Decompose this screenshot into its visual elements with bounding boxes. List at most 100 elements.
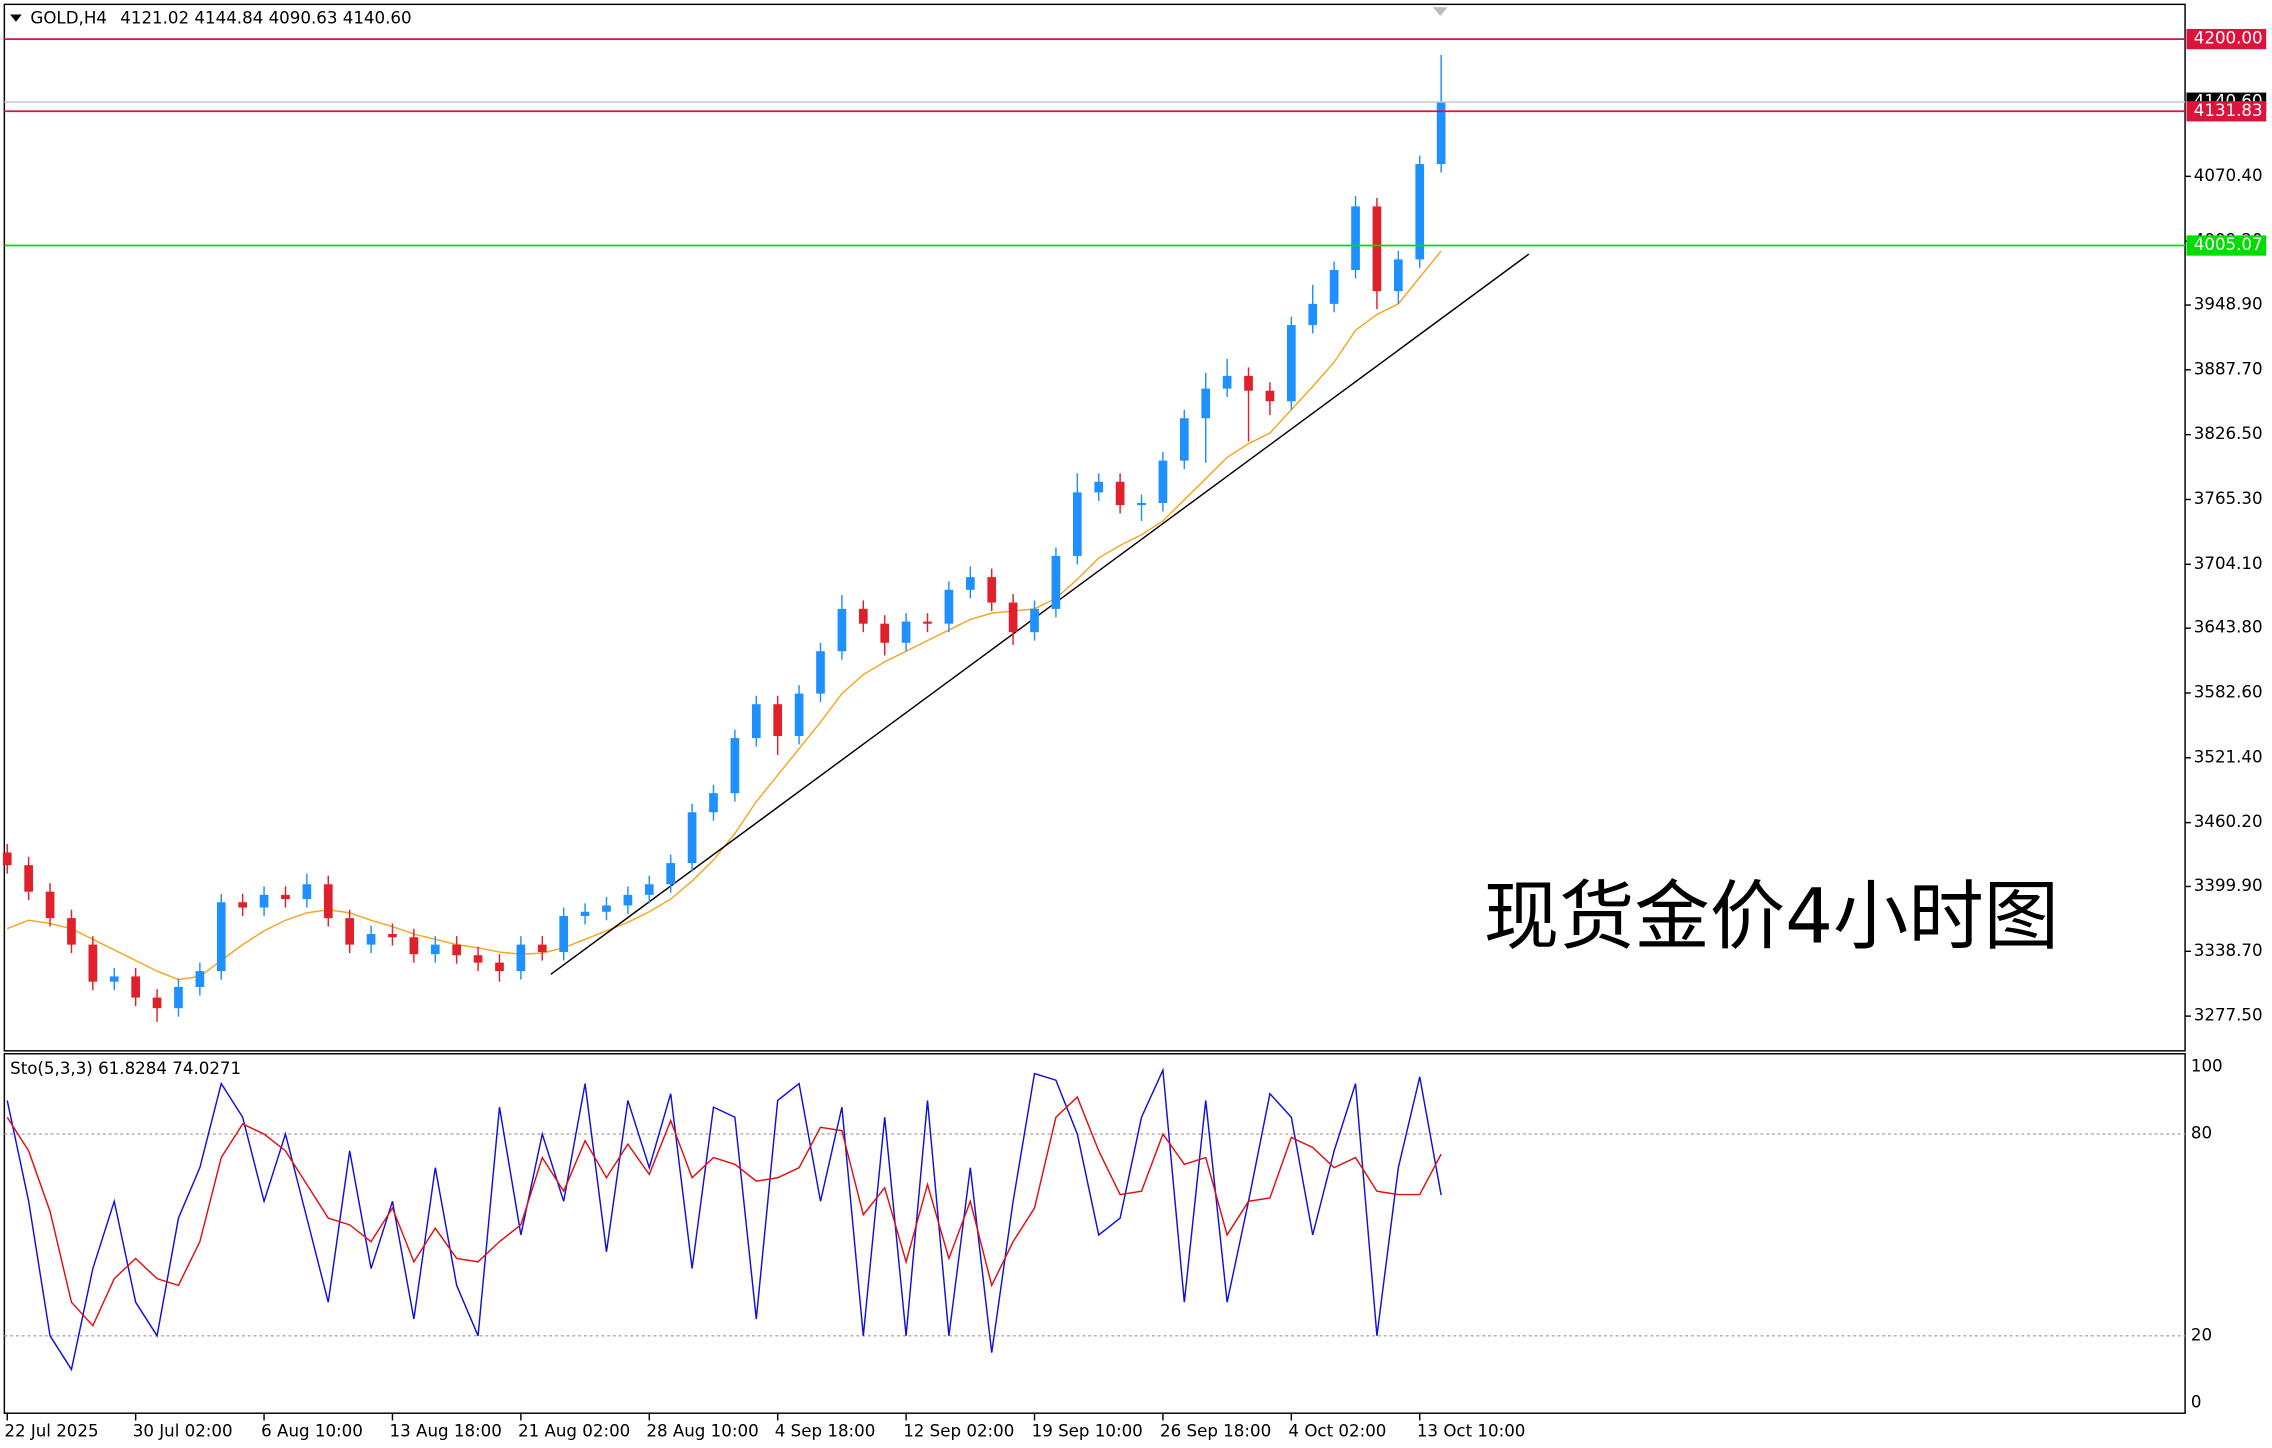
- level-label: 4200.00: [2194, 29, 2263, 48]
- x-tick-label: 13 Oct 10:00: [1417, 1422, 1526, 1441]
- x-tick-label: 30 Jul 02:00: [133, 1422, 233, 1441]
- candle-body: [580, 911, 590, 917]
- y-tick-label: 3521.40: [2194, 747, 2263, 766]
- candle-body: [281, 894, 290, 900]
- level-box: [2186, 101, 2267, 122]
- x-tick-label: 26 Sep 18:00: [1160, 1422, 1271, 1441]
- candle-body: [473, 955, 483, 963]
- candle-body: [1137, 502, 1146, 506]
- candle-body: [1179, 418, 1189, 461]
- candle-body: [45, 891, 55, 919]
- candle-body: [174, 986, 183, 1009]
- candle-body: [1372, 206, 1382, 292]
- y-tick-label: 3338.70: [2194, 941, 2263, 960]
- candle-body: [602, 905, 611, 912]
- level-label: 4131.83: [2194, 101, 2263, 120]
- level-box: [2186, 235, 2267, 256]
- candle-body: [644, 884, 654, 895]
- x-tick-label: 4 Oct 02:00: [1288, 1422, 1386, 1441]
- candle-body: [302, 884, 312, 900]
- candle-body: [1308, 303, 1318, 326]
- candle-body: [880, 623, 890, 643]
- candle-body: [516, 944, 526, 972]
- candle-body: [837, 608, 847, 652]
- candle-body: [709, 793, 718, 813]
- candle-body: [323, 884, 333, 919]
- candle-body: [687, 812, 697, 864]
- candle-body: [1008, 602, 1018, 633]
- candle-body: [730, 738, 740, 794]
- x-tick-label: 19 Sep 10:00: [1032, 1422, 1143, 1441]
- candle-body: [67, 918, 76, 945]
- candle-body: [623, 894, 633, 906]
- candle-body: [1286, 325, 1296, 402]
- candle-body: [666, 863, 676, 885]
- candle-body: [238, 902, 248, 908]
- candle-body: [1115, 481, 1125, 506]
- candle-body: [751, 704, 761, 739]
- stoch-line: [6, 1095, 1442, 1328]
- candle-body: [816, 651, 825, 694]
- candle-body: [965, 577, 975, 590]
- y-tick-label: 3948.90: [2194, 295, 2263, 314]
- candle-body: [152, 997, 162, 1009]
- candle-body: [409, 937, 419, 955]
- candle-body: [1329, 269, 1339, 304]
- candle-body: [131, 976, 141, 998]
- x-tick-label: 13 Aug 18:00: [390, 1422, 502, 1441]
- indicator-label: Sto(5,3,3) 61.8284 74.0271: [10, 1059, 241, 1078]
- candle-body: [923, 621, 932, 624]
- x-tick-label: 12 Sep 02:00: [903, 1422, 1014, 1441]
- y-tick-label: 3460.20: [2194, 812, 2263, 831]
- candle-body: [1393, 259, 1403, 292]
- x-tick-label: 28 Aug 10:00: [646, 1422, 758, 1441]
- candle-body: [987, 577, 997, 603]
- candle-body: [1244, 375, 1253, 391]
- candle-body: [1158, 460, 1168, 503]
- candle-body: [495, 962, 504, 972]
- y-tick-label: 3277.50: [2194, 1006, 2263, 1025]
- candle-body: [24, 865, 33, 892]
- candle-body: [2, 852, 12, 866]
- y-tick-label: 3399.90: [2194, 876, 2263, 895]
- x-tick-label: 4 Sep 18:00: [775, 1422, 876, 1441]
- candle-body: [430, 944, 440, 955]
- main-frame: [3, 3, 2186, 1052]
- indicator-frame: [3, 1053, 2186, 1414]
- candle-body: [1072, 492, 1082, 556]
- candle-body: [773, 704, 783, 736]
- candle-body: [366, 934, 376, 945]
- symbol: GOLD,H4: [30, 8, 107, 27]
- candle-body: [1094, 481, 1104, 493]
- indicator-tick-label: 100: [2191, 1056, 2223, 1075]
- candle-body: [1265, 390, 1275, 402]
- y-tick-label: 3887.70: [2194, 359, 2263, 378]
- candle-body: [452, 944, 462, 956]
- candle-body: [537, 944, 547, 953]
- candle-body: [794, 693, 804, 736]
- candle-body: [559, 916, 569, 953]
- candle-body: [388, 934, 397, 938]
- stoch-line: [6, 1067, 1442, 1372]
- menu-arrow: [10, 14, 22, 22]
- candle-body: [944, 589, 954, 624]
- y-tick-label: 3826.50: [2194, 424, 2263, 443]
- candle-body: [345, 918, 355, 945]
- candle-body: [109, 976, 119, 982]
- x-tick-label: 6 Aug 10:00: [261, 1422, 363, 1441]
- y-tick-label: 4070.40: [2194, 166, 2263, 185]
- candle-body: [1351, 206, 1360, 270]
- indicator-tick-label: 20: [2191, 1325, 2212, 1344]
- y-tick-label: 3765.30: [2194, 489, 2263, 508]
- y-tick-label: 3704.10: [2194, 554, 2263, 573]
- candle-body: [88, 944, 98, 982]
- candle-body: [1051, 555, 1061, 609]
- indicator-tick-label: 0: [2191, 1393, 2202, 1412]
- header-values: 4121.02 4144.84 4090.63 4140.60: [120, 8, 411, 27]
- candle-body: [901, 621, 911, 643]
- candle-body: [1201, 388, 1211, 419]
- candle-body: [195, 971, 205, 987]
